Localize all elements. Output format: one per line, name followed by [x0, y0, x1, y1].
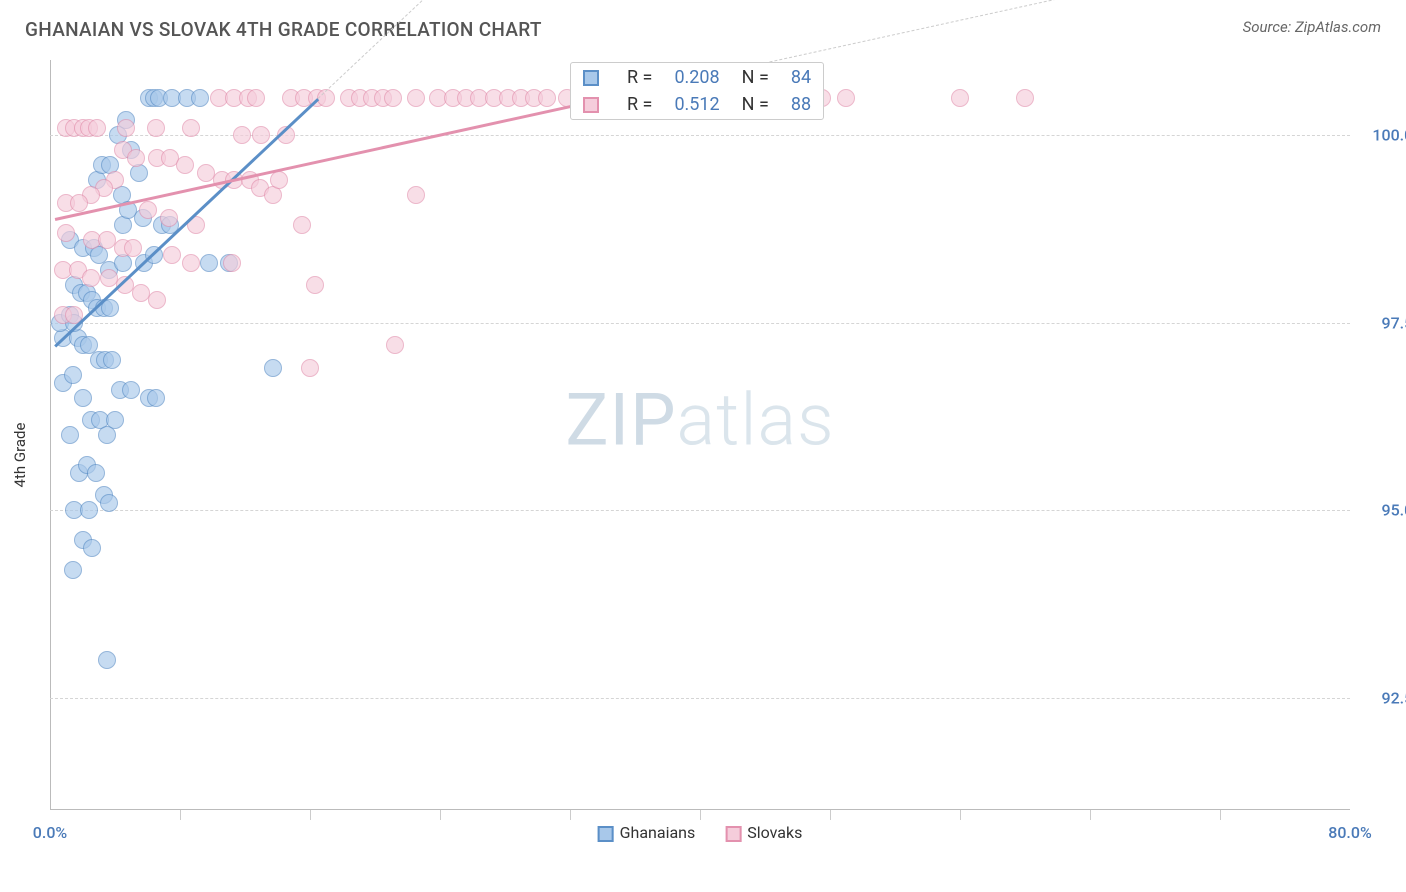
source-credit: Source: ZipAtlas.com: [1243, 18, 1381, 36]
y-tick-label: 95.0%: [1381, 501, 1406, 520]
scatter-point: [264, 359, 282, 377]
scatter-point: [106, 411, 124, 429]
scatter-point: [98, 651, 116, 669]
x-minor-tick: [180, 810, 181, 820]
x-minor-tick: [960, 810, 961, 820]
x-minor-tick: [310, 810, 311, 820]
scatter-point: [139, 201, 157, 219]
scatter-point: [386, 336, 404, 354]
x-minor-tick: [830, 810, 831, 820]
x-tick-label: 80.0%: [1328, 823, 1372, 842]
scatter-point: [80, 501, 98, 519]
scatter-point: [1016, 89, 1034, 107]
scatter-point: [88, 119, 106, 137]
scatter-point: [124, 239, 142, 257]
scatter-point: [103, 351, 121, 369]
chart-title: GHANAIAN VS SLOVAK 4TH GRADE CORRELATION…: [25, 18, 542, 41]
y-tick-label: 92.5%: [1381, 688, 1406, 707]
scatter-point: [223, 254, 241, 272]
x-minor-tick: [570, 810, 571, 820]
scatter-point: [538, 89, 556, 107]
scatter-point: [122, 381, 140, 399]
scatter-point: [247, 89, 265, 107]
y-tick-label: 97.5%: [1381, 313, 1406, 332]
scatter-point: [147, 389, 165, 407]
x-minor-tick: [700, 810, 701, 820]
scatter-point: [57, 224, 75, 242]
scatter-point: [407, 186, 425, 204]
scatter-point: [61, 426, 79, 444]
y-tick-label: 100.0%: [1372, 126, 1406, 145]
scatter-point: [176, 156, 194, 174]
scatter-point: [837, 89, 855, 107]
scatter-point: [82, 269, 100, 287]
scatter-point: [148, 291, 166, 309]
scatter-point: [163, 246, 181, 264]
x-minor-tick: [440, 810, 441, 820]
scatter-point: [64, 366, 82, 384]
watermark-rest: atlas: [677, 378, 835, 463]
correlation-stat-box: R =0.208N =84R =0.512N =88: [570, 62, 824, 120]
scatter-point: [83, 539, 101, 557]
legend-item: Slovaks: [725, 823, 802, 842]
scatter-point: [182, 119, 200, 137]
scatter-point: [306, 276, 324, 294]
scatter-point: [191, 89, 209, 107]
y-axis-label: 4th Grade: [11, 423, 29, 488]
gridline-h: [50, 323, 1350, 324]
x-minor-tick: [1220, 810, 1221, 820]
scatter-point: [233, 126, 251, 144]
scatter-point: [87, 464, 105, 482]
scatter-point: [270, 171, 288, 189]
scatter-point: [100, 494, 118, 512]
x-tick-label: 0.0%: [33, 823, 67, 842]
scatter-point: [200, 254, 218, 272]
plot-area: ZIPatlas 92.5%95.0%97.5%100.0%0.0%80.0%R…: [50, 60, 1350, 810]
watermark: ZIPatlas: [565, 378, 834, 463]
scatter-point: [127, 149, 145, 167]
scatter-point: [70, 194, 88, 212]
scatter-point: [407, 89, 425, 107]
scatter-point: [147, 119, 165, 137]
scatter-point: [182, 254, 200, 272]
scatter-point: [117, 119, 135, 137]
scatter-point: [64, 561, 82, 579]
chart-container: 4th Grade ZIPatlas 92.5%95.0%97.5%100.0%…: [40, 60, 1380, 850]
gridline-h: [50, 510, 1350, 511]
watermark-bold: ZIP: [565, 378, 676, 463]
legend-item: Ghanaians: [598, 823, 696, 842]
x-minor-tick: [1090, 810, 1091, 820]
legend: Ghanaians Slovaks: [598, 823, 803, 842]
scatter-point: [160, 209, 178, 227]
scatter-point: [252, 126, 270, 144]
scatter-point: [951, 89, 969, 107]
gridline-h: [50, 698, 1350, 699]
scatter-point: [384, 89, 402, 107]
scatter-point: [293, 216, 311, 234]
scatter-point: [74, 389, 92, 407]
scatter-point: [301, 359, 319, 377]
